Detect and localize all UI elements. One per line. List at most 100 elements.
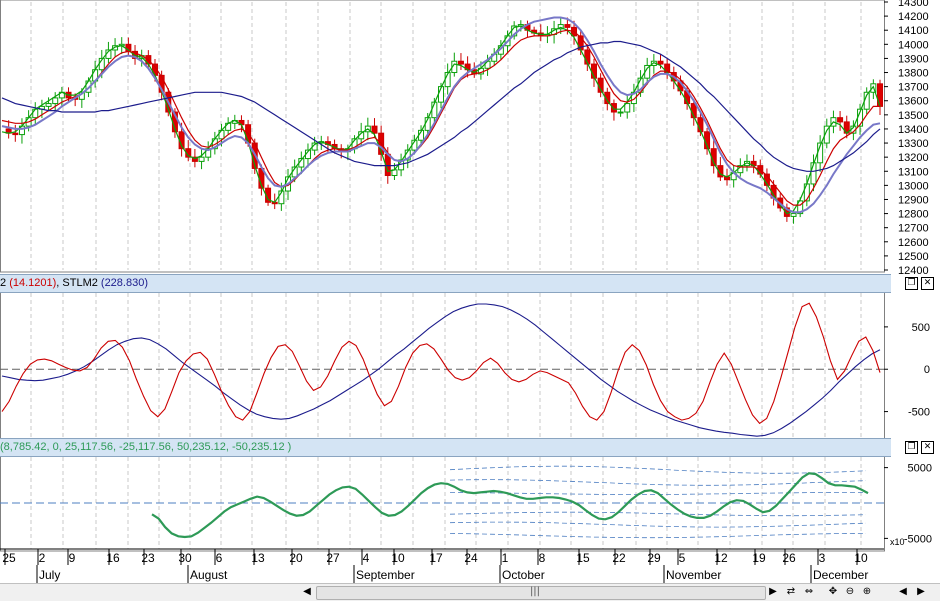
x-tick-label: 12 <box>714 551 728 565</box>
month-label: July <box>39 568 60 582</box>
y-tick-label: -500 <box>908 407 930 419</box>
x-tick-label: 1 <box>502 551 509 565</box>
pane-border <box>0 0 885 273</box>
y-tick-label: 0 <box>924 364 930 376</box>
x-tick-label: 16 <box>106 551 120 565</box>
x-tick-label: 6 <box>216 551 223 565</box>
candle-body <box>557 24 564 30</box>
sync-icon[interactable]: ⇄ <box>786 586 796 597</box>
x-tick-label: 13 <box>251 551 265 565</box>
y-tick-label: 12600 <box>898 237 929 249</box>
scroll-left-icon[interactable]: ◀ <box>303 586 311 597</box>
y-tick-label: 12400 <box>898 265 929 277</box>
scroll-start-icon[interactable]: ◀ <box>899 586 907 597</box>
y-tick-label: -5000 <box>904 533 932 545</box>
indicator-pane[interactable] <box>0 454 885 552</box>
band-line <box>449 533 866 539</box>
y-tick-label: 14100 <box>898 25 929 37</box>
pan-icon[interactable]: ✥ <box>828 586 838 597</box>
zoom-in-icon[interactable]: ⊕ <box>862 586 872 597</box>
month-label: August <box>190 568 228 582</box>
axes: 1240012500126001270012800129001300013100… <box>0 0 932 583</box>
y-tick-label: 13700 <box>898 82 929 94</box>
candle-body <box>32 108 39 119</box>
candle-body <box>837 117 844 123</box>
scroll-right-icon[interactable]: ▶ <box>769 586 777 597</box>
band-line <box>449 511 867 517</box>
candle-body <box>823 125 830 144</box>
candle-body <box>52 97 59 105</box>
candle-body <box>797 200 804 215</box>
candle-body <box>717 165 724 178</box>
month-label: December <box>813 568 868 582</box>
x-tick-label: 23 <box>141 551 155 565</box>
candle-body <box>657 60 664 65</box>
oscillator-pane[interactable] <box>0 290 885 440</box>
close-icon[interactable]: ✕ <box>921 277 934 290</box>
y-tick-label: 13900 <box>898 53 929 65</box>
scroll-end-icon[interactable]: ▶ <box>917 586 925 597</box>
x-tick-label: 15 <box>576 551 590 565</box>
candle-body <box>112 45 119 51</box>
y-tick-label: 12700 <box>898 223 929 235</box>
candle-body <box>198 156 205 162</box>
price-pane[interactable] <box>0 0 885 273</box>
candle-body <box>617 111 624 114</box>
x-tick-label: 2 <box>39 551 46 565</box>
osc-separator: , STLM2 <box>56 277 101 289</box>
x-tick-label: 22 <box>612 551 626 565</box>
month-label: September <box>356 568 415 582</box>
x-tick-label: 30 <box>178 551 192 565</box>
x-tick-label: 26 <box>782 551 796 565</box>
osc-value-2: (228.830) <box>100 277 148 289</box>
band-line <box>449 521 867 528</box>
x-tick-label: 10 <box>854 551 868 565</box>
x-tick-label: 9 <box>69 551 76 565</box>
y-tick-label: 12800 <box>898 209 929 221</box>
osc-value-1: (14.1201) <box>9 277 57 289</box>
y-tick-label: 13000 <box>898 180 929 192</box>
candle-body <box>457 60 464 65</box>
x-tick-label: 20 <box>289 551 303 565</box>
y-tick-label: 13600 <box>898 96 929 108</box>
x-tick-label: 27 <box>326 551 340 565</box>
candle-body <box>371 125 378 134</box>
x-tick-label: 24 <box>464 551 478 565</box>
y-tick-label: 13300 <box>898 138 929 150</box>
oscillator-header: 2 (14.1201), STLM2 (228.830) <box>0 274 891 293</box>
indicator-values: (8,785.42, 0, 25,117.56, -25,117.56, 50,… <box>0 441 292 453</box>
series-line-indicator <box>151 472 869 539</box>
candle-body <box>12 132 19 136</box>
series-line-STLM2 <box>1 303 881 437</box>
y-tick-label: 13500 <box>898 110 929 122</box>
candle-body <box>604 91 611 105</box>
candle-body <box>610 103 617 113</box>
candle-body <box>278 190 285 205</box>
zoom-out-icon[interactable]: ⊖ <box>845 586 855 597</box>
scroll-thumb[interactable]: ||| <box>529 586 541 597</box>
y-tick-label: 5000 <box>908 463 932 475</box>
y-tick-label: 13800 <box>898 68 929 80</box>
series-line-fast-cycle <box>1 302 881 425</box>
x-tick-label: 5 <box>679 551 686 565</box>
series-line-medium-ma <box>1 29 880 206</box>
x-tick-label: 4 <box>363 551 370 565</box>
month-label: October <box>502 568 545 582</box>
series-line-long-ma <box>1 40 881 172</box>
horizontal-scrollbar[interactable]: ◀ ||| ▶ ⇄ ⇔ ✥ ⊖ ⊕ ◀ ▶ <box>0 583 940 601</box>
indicator-header: (8,785.42, 0, 25,117.56, -25,117.56, 50,… <box>0 438 891 457</box>
restore-icon[interactable]: ❐ <box>905 441 918 454</box>
close-icon[interactable]: ✕ <box>921 441 934 454</box>
y-tick-label: 12900 <box>898 194 929 206</box>
osc-header-prefix: 2 <box>0 277 10 289</box>
candle-body <box>218 129 225 140</box>
candle-body <box>45 103 52 107</box>
restore-icon[interactable]: ❐ <box>905 277 918 290</box>
x-tick-label: 17 <box>429 551 443 565</box>
x-tick-label: 3 <box>819 551 826 565</box>
fit-icon[interactable]: ⇔ <box>804 586 814 597</box>
series-line-smooth-ma <box>1 16 881 214</box>
candle-body <box>191 156 198 162</box>
y-tick-label: 14300 <box>898 0 929 9</box>
y-tick-label: 14200 <box>898 11 929 23</box>
